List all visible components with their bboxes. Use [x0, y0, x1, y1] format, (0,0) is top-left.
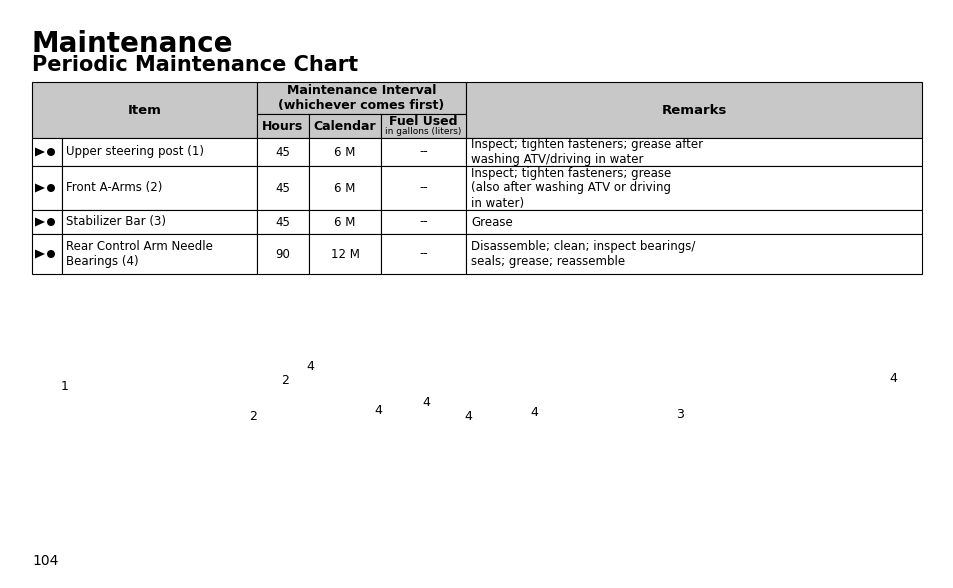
Circle shape	[47, 148, 55, 156]
Bar	[256, 234, 309, 274]
Bar	[256, 138, 309, 166]
Text: 1: 1	[61, 379, 69, 393]
Bar	[62, 210, 256, 234]
Text: 45: 45	[275, 182, 290, 195]
Text: 2: 2	[281, 373, 289, 386]
Bar	[309, 138, 380, 166]
Text: Item: Item	[128, 103, 161, 116]
Text: 45: 45	[275, 145, 290, 159]
Bar	[32, 234, 62, 274]
Bar	[465, 234, 921, 274]
Bar	[380, 114, 465, 138]
Text: --: --	[418, 215, 428, 229]
Bar	[256, 82, 465, 114]
Text: --: --	[418, 182, 428, 195]
Bar	[32, 210, 62, 234]
Bar	[309, 166, 380, 210]
Bar	[32, 166, 62, 210]
Circle shape	[47, 184, 55, 192]
Bar	[380, 234, 465, 274]
Text: 6 M: 6 M	[334, 182, 355, 195]
Text: 6 M: 6 M	[334, 215, 355, 229]
Text: 4: 4	[306, 359, 314, 373]
Text: 3: 3	[676, 409, 683, 422]
Text: 90: 90	[275, 248, 290, 260]
Text: Front A-Arms (2): Front A-Arms (2)	[66, 182, 162, 195]
Text: Periodic Maintenance Chart: Periodic Maintenance Chart	[32, 55, 357, 75]
Text: 4: 4	[530, 406, 537, 419]
Polygon shape	[35, 249, 45, 259]
Text: 4: 4	[421, 396, 430, 409]
Text: Remarks: Remarks	[660, 103, 726, 116]
Text: 4: 4	[888, 372, 896, 385]
Text: --: --	[418, 145, 428, 159]
Bar	[309, 114, 380, 138]
Text: in gallons (liters): in gallons (liters)	[385, 127, 461, 136]
Bar	[256, 114, 309, 138]
Text: Inspect; tighten fasteners; grease
(also after washing ATV or driving
in water): Inspect; tighten fasteners; grease (also…	[471, 166, 671, 209]
Text: Fuel Used: Fuel Used	[389, 115, 457, 128]
Bar	[32, 82, 256, 138]
Text: 4: 4	[374, 403, 381, 416]
Bar	[465, 166, 921, 210]
Bar	[465, 138, 921, 166]
Bar	[32, 138, 62, 166]
Polygon shape	[35, 218, 45, 226]
Text: --: --	[418, 248, 428, 260]
Bar	[380, 166, 465, 210]
Text: Inspect; tighten fasteners; grease after
washing ATV/driving in water: Inspect; tighten fasteners; grease after…	[471, 138, 702, 166]
Bar	[309, 210, 380, 234]
Text: Disassemble; clean; inspect bearings/
seals; grease; reassemble: Disassemble; clean; inspect bearings/ se…	[471, 240, 695, 268]
Bar	[62, 138, 256, 166]
Text: 2: 2	[249, 409, 256, 423]
Text: Hours: Hours	[262, 119, 303, 132]
Text: Grease: Grease	[471, 215, 512, 229]
Text: Maintenance: Maintenance	[32, 30, 233, 58]
Polygon shape	[35, 148, 45, 156]
Text: Upper steering post (1): Upper steering post (1)	[66, 145, 204, 159]
Bar	[62, 166, 256, 210]
Bar	[465, 82, 921, 138]
Text: 6 M: 6 M	[334, 145, 355, 159]
Bar	[256, 210, 309, 234]
Text: Stabilizer Bar (3): Stabilizer Bar (3)	[66, 215, 166, 229]
Circle shape	[47, 250, 55, 258]
Circle shape	[47, 218, 55, 226]
Bar	[380, 210, 465, 234]
Text: 12 M: 12 M	[331, 248, 359, 260]
Text: Rear Control Arm Needle
Bearings (4): Rear Control Arm Needle Bearings (4)	[66, 240, 213, 268]
Polygon shape	[35, 183, 45, 192]
Text: 4: 4	[463, 409, 472, 423]
Bar	[309, 234, 380, 274]
Bar	[62, 234, 256, 274]
Text: Maintenance Interval
(whichever comes first): Maintenance Interval (whichever comes fi…	[278, 84, 444, 112]
Bar	[380, 138, 465, 166]
Text: 45: 45	[275, 215, 290, 229]
Bar	[256, 166, 309, 210]
Text: Calendar: Calendar	[314, 119, 375, 132]
Bar	[465, 210, 921, 234]
Text: 104: 104	[32, 554, 58, 568]
